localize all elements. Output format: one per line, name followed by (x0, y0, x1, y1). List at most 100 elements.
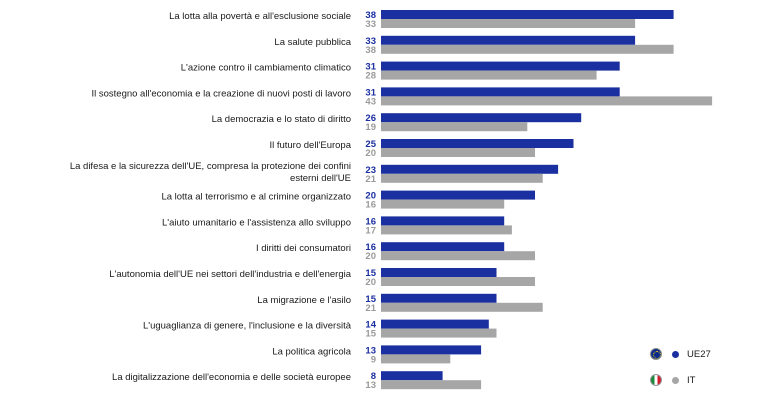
category-row: Il sostegno all'economia e la creazione … (91, 87, 713, 107)
category-row: La difesa e la sicurezza dell'UE, compre… (70, 161, 559, 185)
bar-ue27 (381, 87, 620, 97)
bar-it (381, 122, 528, 132)
ue27-marker-icon (672, 350, 679, 358)
category-row: L'azione contro il cambiamento climatico… (181, 61, 620, 82)
category-row: La digitalizzazione dell'economia e dell… (112, 371, 482, 391)
bar-ue27 (381, 61, 620, 71)
value-label-ue27: 13 (365, 345, 376, 356)
bar-it (381, 19, 636, 28)
category-label: La lotta alla povertà e all'esclusione s… (169, 11, 351, 22)
category-label: La migrazione e l'asilo (257, 295, 351, 306)
value-label-it: 13 (365, 380, 376, 391)
bar-ue27 (381, 319, 489, 329)
category-label: L'azione contro il cambiamento climatico (181, 63, 351, 74)
value-label-ue27: 15 (365, 294, 376, 305)
bar-it (381, 70, 597, 80)
italy-flag-icon (650, 374, 662, 386)
bar-it (381, 251, 535, 261)
bar-ue27 (381, 164, 559, 174)
value-label-ue27: 8 (371, 371, 376, 382)
category-row: L'autonomia dell'UE nei settori dell'ind… (109, 268, 535, 288)
category-label: La lotta al terrorismo e al crimine orga… (161, 192, 351, 203)
category-row: L'uguaglianza di genere, l'inclusione e … (143, 319, 497, 340)
category-label: La democrazia e lo stato di diritto (212, 114, 351, 125)
bar-ue27 (381, 216, 505, 226)
category-label: La salute pubblica (274, 37, 351, 48)
bar-ue27 (381, 242, 505, 252)
value-label-ue27: 15 (365, 268, 376, 279)
category-label: La politica agricola (272, 346, 351, 357)
value-label-ue27: 16 (365, 242, 376, 253)
category-label: L'aiuto umanitario e l'assistenza allo s… (162, 217, 351, 228)
bar-it (381, 277, 535, 286)
value-label-it: 20 (365, 277, 376, 288)
value-label-ue27: 31 (365, 62, 376, 73)
category-row: L'aiuto umanitario e l'assistenza allo s… (162, 216, 512, 236)
value-label-it: 16 (365, 200, 376, 211)
bar-it (381, 173, 543, 183)
bar-ue27 (381, 268, 497, 277)
value-label-it: 17 (365, 225, 376, 236)
value-label-ue27: 38 (365, 10, 376, 21)
category-label: Il sostegno all'economia e la creazione … (91, 88, 351, 99)
value-label-ue27: 23 (365, 165, 376, 176)
bar-ue27 (381, 345, 482, 355)
value-label-ue27: 26 (365, 113, 376, 124)
category-label: Il futuro dell'Europa (269, 140, 351, 151)
category-label: La difesa e la sicurezza dell'UE, compre… (70, 161, 351, 184)
bar-ue27 (381, 293, 497, 303)
category-label: L'uguaglianza di genere, l'inclusione e … (143, 321, 352, 332)
eu-flag-icon (650, 348, 662, 360)
bar-ue27 (381, 139, 574, 148)
category-label: I diritti dei consumatori (256, 243, 351, 254)
category-label: La digitalizzazione dell'economia e dell… (112, 372, 351, 383)
bar-it (381, 96, 713, 106)
value-label-ue27: 33 (365, 36, 376, 47)
bar-it (381, 225, 512, 235)
category-label: L'autonomia dell'UE nei settori dell'ind… (109, 269, 351, 280)
value-label-it: 33 (365, 19, 376, 30)
value-label-ue27: 20 (365, 191, 376, 202)
bar-it (381, 328, 497, 338)
value-label-it: 28 (365, 71, 376, 82)
value-label-it: 38 (365, 45, 376, 56)
value-label-it: 9 (371, 354, 376, 365)
bar-ue27 (381, 371, 443, 381)
value-label-it: 43 (365, 96, 376, 107)
value-label-it: 15 (365, 329, 376, 340)
value-label-ue27: 14 (365, 320, 376, 331)
category-row: La politica agricola 139 (272, 345, 482, 365)
bar-it (381, 44, 674, 54)
value-label-ue27: 25 (365, 139, 376, 150)
value-label-it: 21 (365, 303, 376, 314)
bar-ue27 (381, 35, 636, 45)
bar-it (381, 354, 451, 364)
value-label-ue27: 16 (365, 216, 376, 227)
value-label-it: 19 (365, 122, 376, 133)
value-label-it: 20 (365, 148, 376, 159)
bar-ue27 (381, 113, 582, 123)
bar-it (381, 380, 482, 390)
legend: UE27 IT (650, 345, 760, 395)
value-label-ue27: 31 (365, 87, 376, 98)
bar-it (381, 302, 543, 312)
bar-ue27 (381, 10, 674, 19)
value-label-it: 21 (365, 174, 376, 185)
legend-label-it: IT (687, 374, 696, 386)
legend-item-ue27: UE27 (650, 347, 711, 361)
value-label-it: 20 (365, 251, 376, 262)
legend-item-it: IT (650, 373, 695, 387)
legend-label-ue27: UE27 (687, 348, 711, 360)
it-marker-icon (672, 376, 679, 384)
category-row: La lotta al terrorismo e al crimine orga… (161, 190, 535, 211)
category-row: La lotta alla povertà e all'esclusione s… (169, 10, 674, 30)
bar-ue27 (381, 190, 535, 200)
bar-it (381, 148, 535, 157)
bar-it (381, 199, 505, 209)
